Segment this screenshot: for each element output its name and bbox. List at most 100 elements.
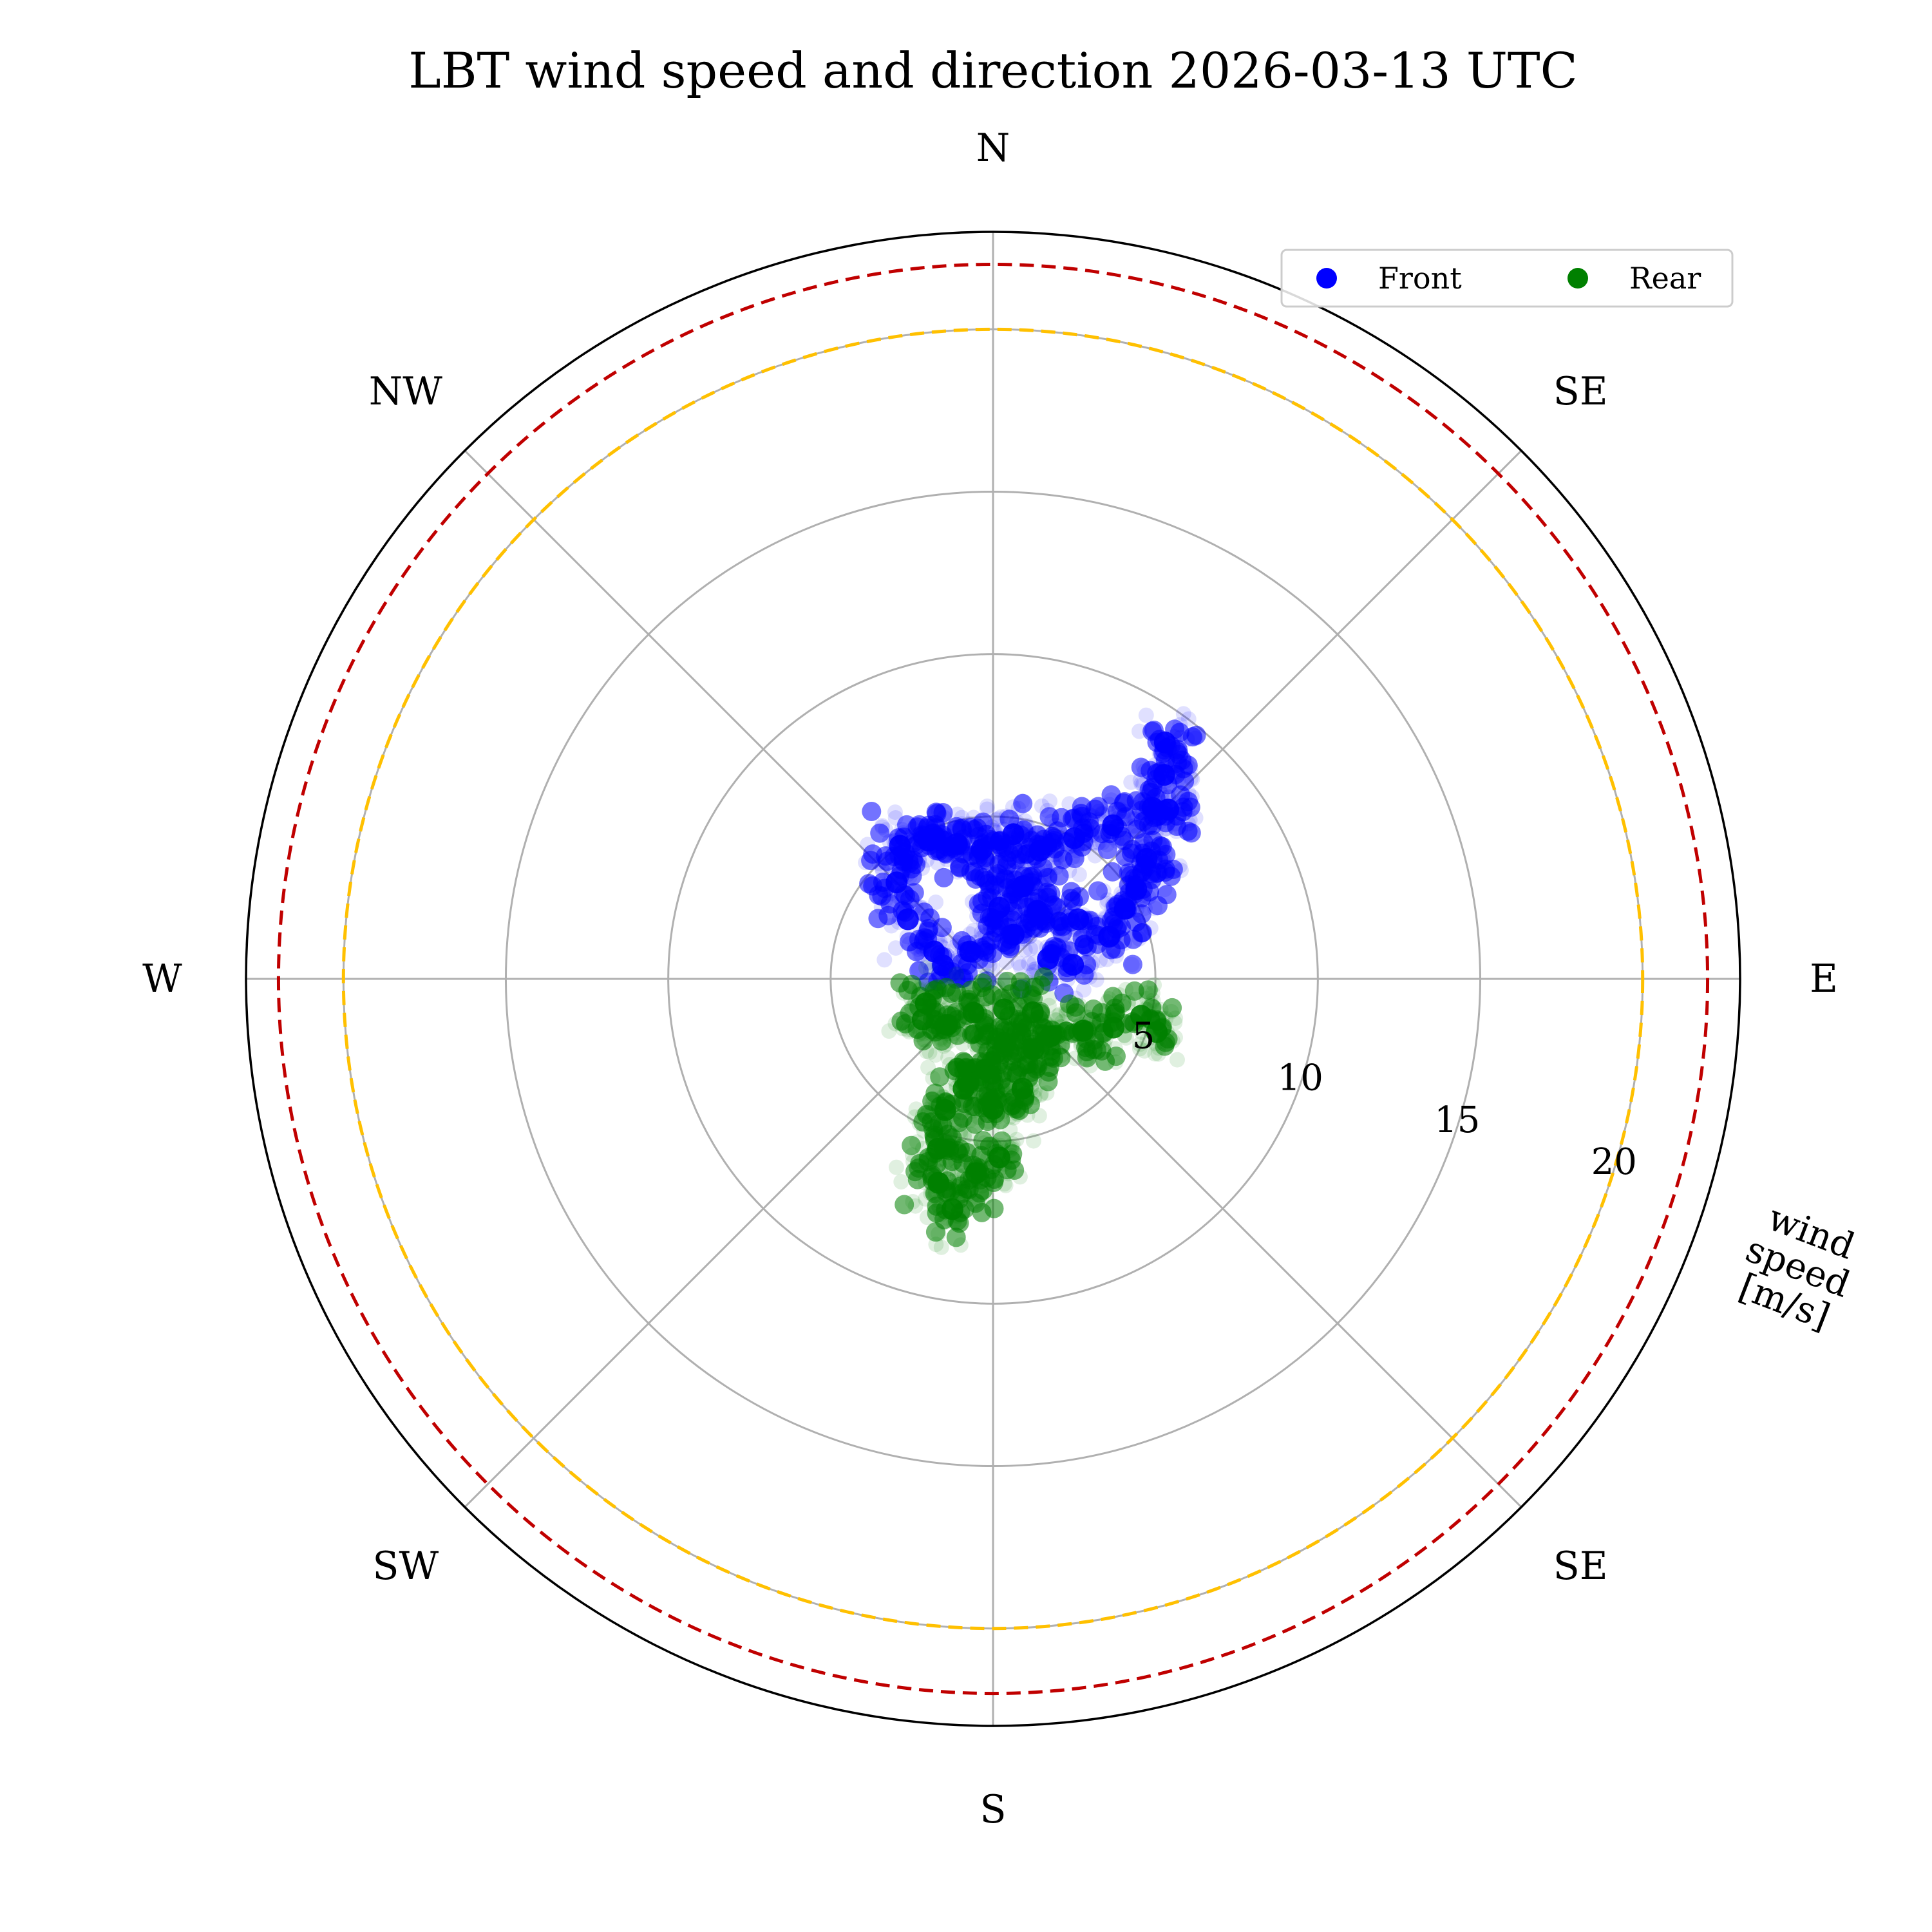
data-point [1048,847,1063,863]
data-point [956,1057,976,1077]
data-point [969,900,985,916]
data-point [966,869,985,889]
data-point [930,1067,950,1087]
data-point [1117,803,1133,819]
data-point [1048,1012,1063,1028]
data-point [1095,1051,1115,1071]
data-point [931,958,947,974]
data-point [1031,904,1051,924]
data-point [937,1171,957,1191]
data-point [1173,797,1193,817]
data-point [1022,974,1038,990]
data-point [894,828,914,847]
data-point [925,984,940,1000]
data-point [1005,1020,1021,1036]
data-point [902,859,921,879]
data-point [931,1193,947,1209]
data-point [1027,1072,1043,1088]
data-point [1093,914,1109,931]
data-point [1009,1012,1025,1028]
data-point [1016,924,1032,940]
data-point [1014,885,1030,901]
r-tick-label: 5 [1132,1015,1155,1057]
data-point [973,1131,993,1151]
data-point [1162,998,1182,1018]
data-point [1142,998,1162,1018]
data-point [926,1147,942,1163]
data-point [1143,809,1159,825]
data-point [1115,887,1131,904]
data-point [1007,1065,1027,1084]
data-point [1045,1048,1061,1065]
data-point [1037,867,1057,887]
data-point [1099,1021,1115,1037]
data-point [1052,851,1067,867]
data-point [944,1029,960,1045]
data-point [971,1146,991,1166]
direction-label: E [1810,956,1838,1001]
data-point [1036,1051,1052,1066]
data-point [893,901,913,921]
data-point [1148,826,1164,841]
data-point [1173,820,1189,837]
data-point [965,1114,985,1134]
data-point [928,895,944,910]
data-point [1112,917,1132,937]
data-point [900,1003,920,1023]
data-point [1159,756,1175,772]
direction-label: W [142,956,182,1001]
data-point [949,806,965,822]
data-point [1132,723,1147,739]
data-point [1172,858,1188,874]
data-point [1108,1054,1124,1070]
data-point [1001,1166,1017,1182]
data-point [1170,1052,1185,1068]
data-point [1088,934,1108,954]
data-point [943,1200,959,1216]
data-point [1041,911,1057,927]
data-point [1124,981,1144,1001]
data-point [1166,728,1182,744]
data-point [998,808,1014,824]
data-point [1107,1041,1123,1057]
data-point [981,1159,1001,1179]
data-point [1075,982,1092,998]
data-point [1017,942,1033,958]
legend-marker [1567,268,1588,289]
data-point [887,833,904,848]
data-point [978,1084,998,1104]
data-point [1043,840,1059,857]
data-point [910,1153,930,1173]
data-point [914,1141,931,1157]
data-point [900,1022,916,1038]
data-point [1028,940,1044,955]
data-point [935,948,951,964]
data-point [933,989,949,1005]
data-point [1094,1023,1113,1043]
data-point [1048,1021,1064,1037]
data-point [920,954,936,971]
data-point [1175,772,1195,791]
data-point [1144,721,1164,740]
legend-marker [1316,268,1337,289]
data-point [893,1174,909,1189]
data-point [1126,800,1142,816]
data-point [1121,843,1141,863]
data-point [1018,860,1034,876]
data-point [1123,774,1139,790]
data-point [1001,984,1021,1004]
data-point [1150,759,1166,775]
data-point [1119,863,1139,883]
data-point [1131,874,1147,890]
data-point [999,810,1019,829]
data-point [1050,937,1066,953]
data-point [943,837,963,857]
data-point [973,925,989,941]
data-point [1135,836,1151,852]
data-point [1050,1035,1070,1055]
data-point [925,1083,945,1103]
data-point [895,1195,914,1215]
data-point [933,1239,949,1255]
data-point [1079,812,1099,832]
